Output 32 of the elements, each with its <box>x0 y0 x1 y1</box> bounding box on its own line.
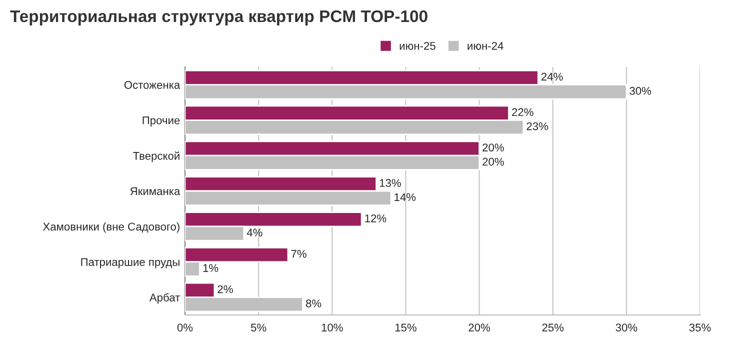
x-tick-label: 5% <box>250 324 266 332</box>
data-label: 2% <box>218 285 233 294</box>
data-label: 22% <box>512 108 534 116</box>
legend-label: июн-25 <box>400 42 436 50</box>
x-tick-label: 0% <box>177 324 193 332</box>
data-label: 12% <box>365 214 386 222</box>
data-label: 4% <box>246 228 262 236</box>
legend-label: июн-24 <box>468 42 504 50</box>
y-tick-label: Остоженка <box>124 80 180 89</box>
y-tick-label: Арбат <box>149 293 180 304</box>
y-tick-label: Якиманка <box>130 187 180 196</box>
y-tick-label: Прочие <box>142 116 180 126</box>
data-label: 24% <box>541 72 563 81</box>
x-tick-label: 25% <box>542 324 564 332</box>
data-label: 7% <box>291 250 306 258</box>
x-tick-label: 30% <box>616 324 638 332</box>
data-label: 30% <box>630 86 652 95</box>
y-tick-label: Патриаршие пруды <box>81 258 180 268</box>
x-tick-label: 35% <box>689 324 711 332</box>
x-tick-label: 15% <box>395 324 416 332</box>
x-tick-label: 20% <box>468 324 490 332</box>
data-label: 20% <box>482 144 504 152</box>
data-label: 23% <box>526 122 548 130</box>
y-tick-label: Хамовники (вне Садового) <box>42 222 180 233</box>
data-label: 8% <box>306 299 322 308</box>
y-tick-label: Тверской <box>133 151 180 162</box>
x-tick-label: 10% <box>322 324 343 332</box>
data-label: 1% <box>203 264 218 272</box>
data-label: 20% <box>482 158 504 166</box>
data-label: 13% <box>380 179 401 187</box>
data-label: 14% <box>394 193 416 202</box>
chart-title: Территориальная структура квартир PCM TOP-100 <box>10 10 428 26</box>
